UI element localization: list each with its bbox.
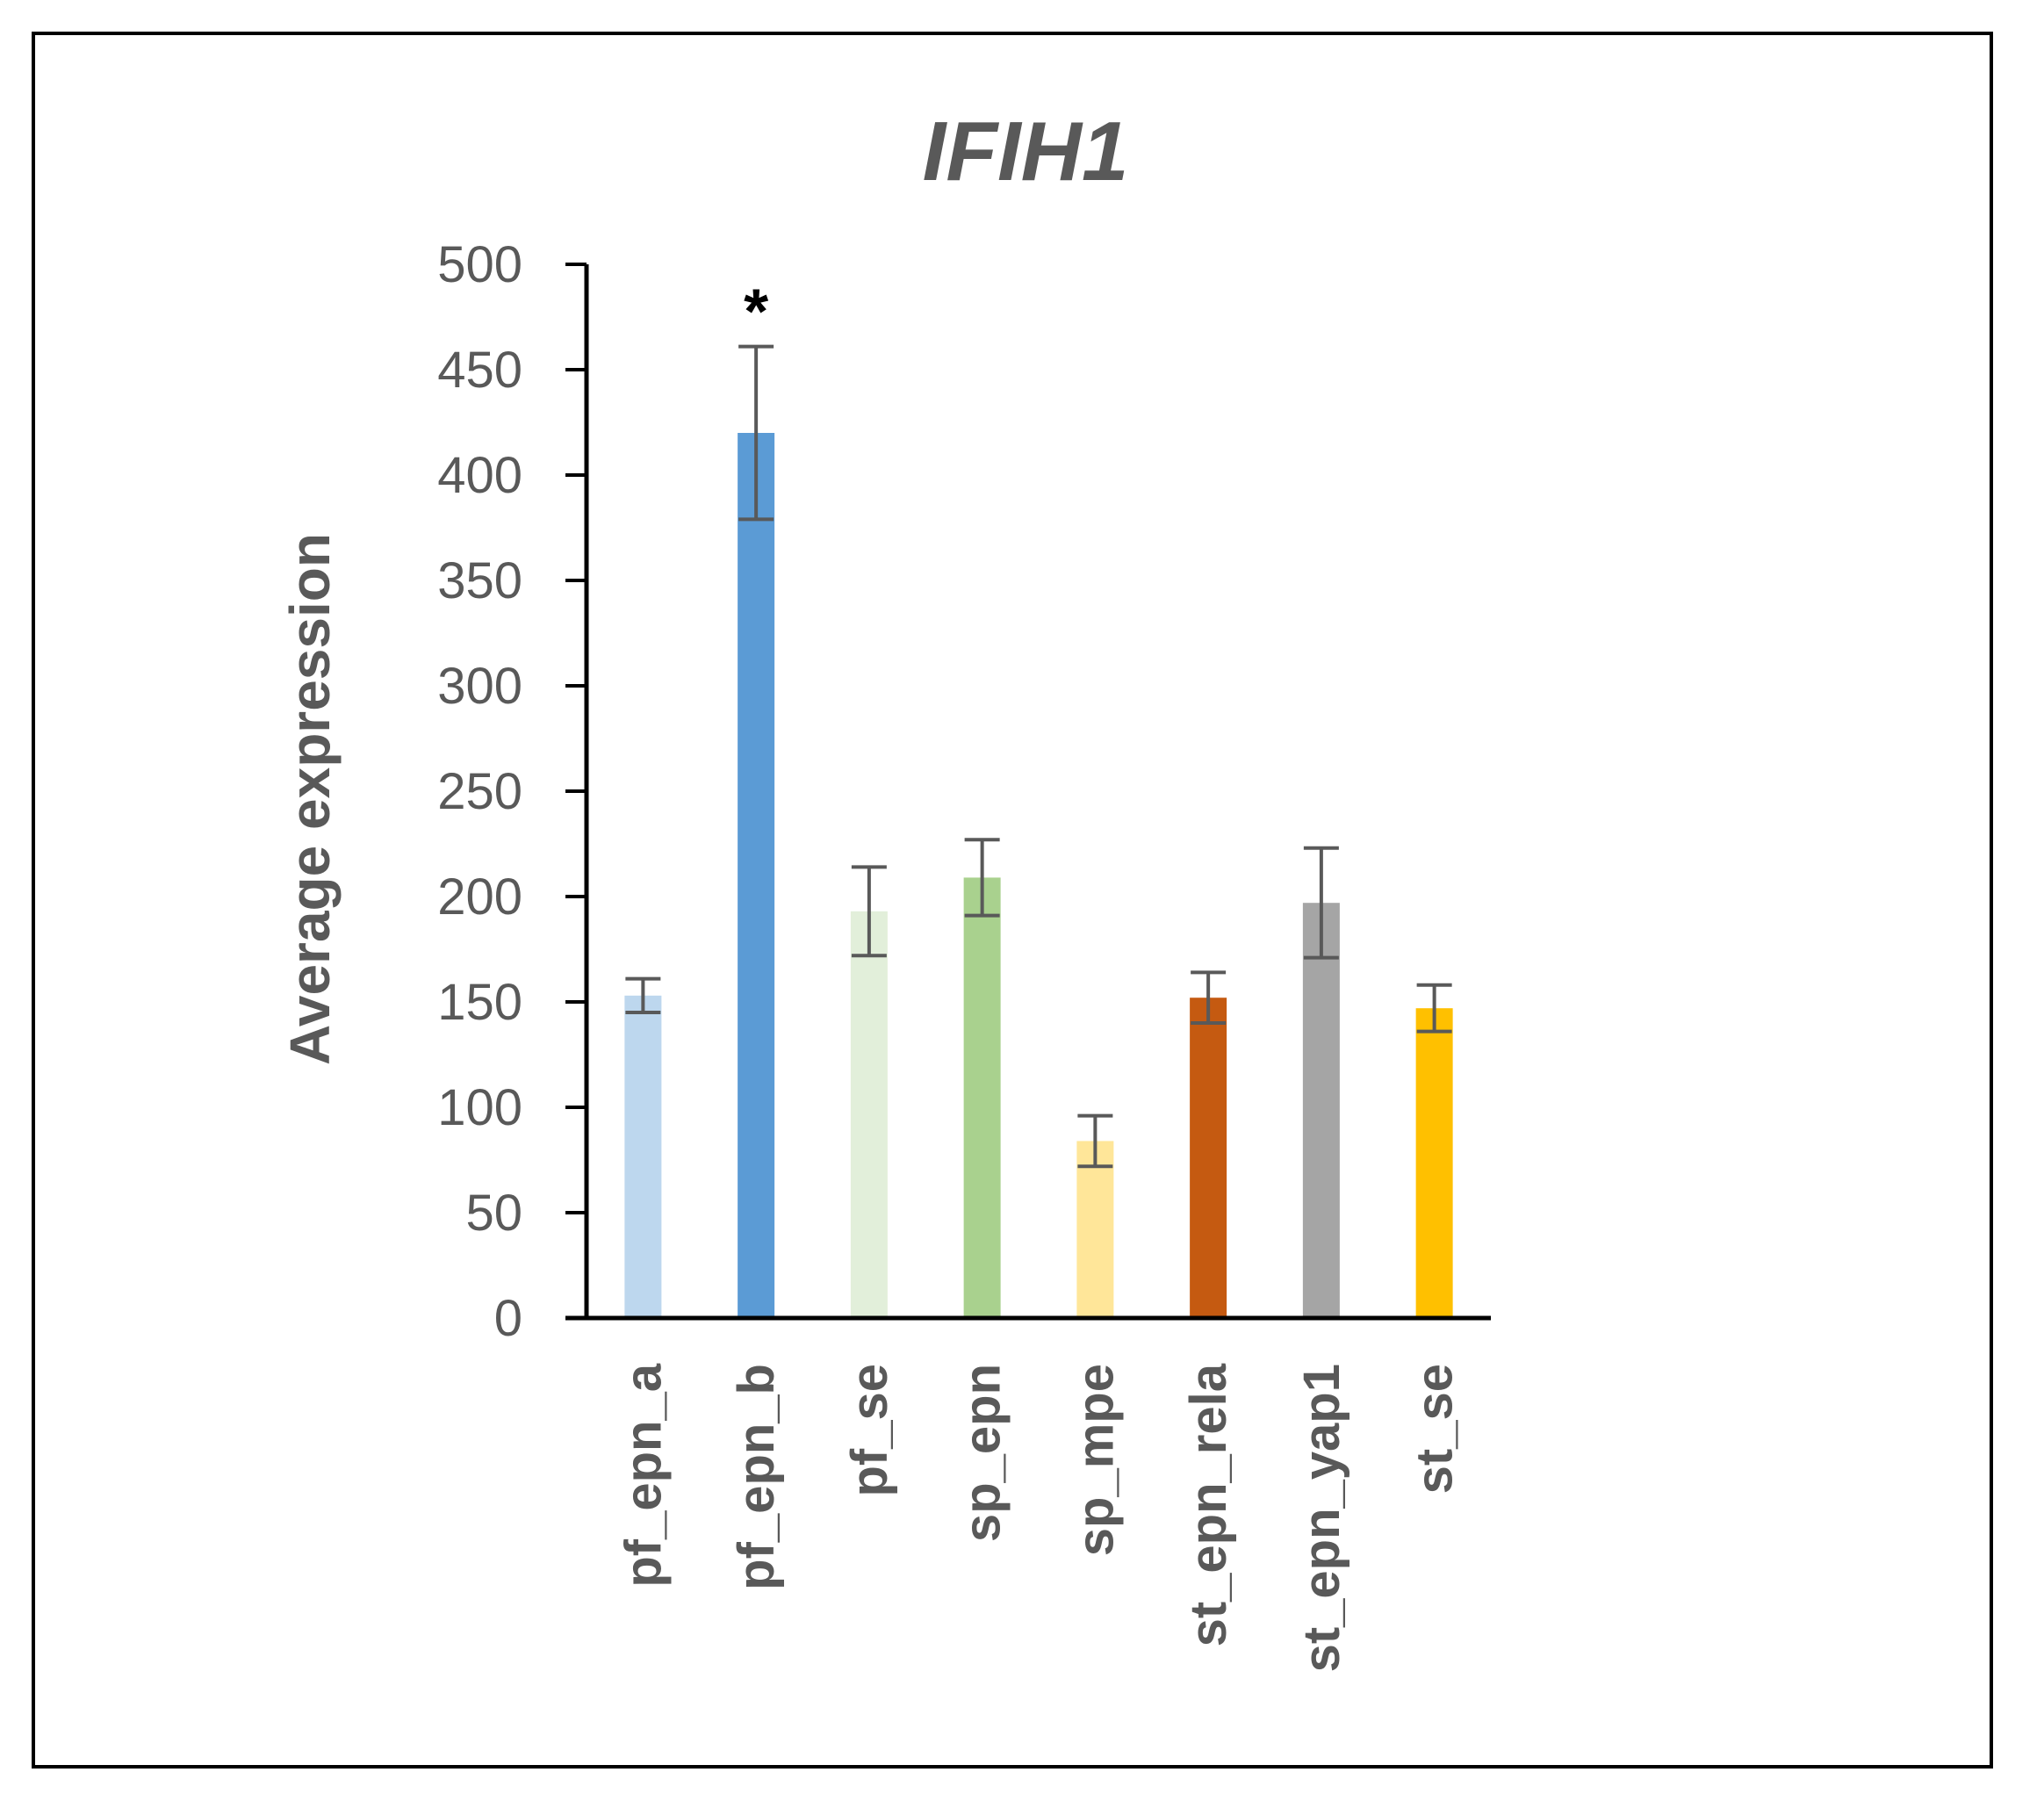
y-tick-label: 250 xyxy=(437,763,522,820)
y-tick-label: 300 xyxy=(437,658,522,715)
bar-st_se xyxy=(1415,1008,1453,1318)
bar-sp_epn xyxy=(963,877,1001,1318)
significance-marker: * xyxy=(744,277,768,348)
annotations-group: * xyxy=(744,277,768,348)
x-tick-label-st_se: st_se xyxy=(1407,1364,1464,1494)
y-tick-label: 100 xyxy=(437,1079,522,1136)
x-tick-label-st_epn_yap1: st_epn_yap1 xyxy=(1293,1364,1350,1672)
y-tick-label: 150 xyxy=(437,974,522,1031)
chart-frame xyxy=(32,32,1993,1769)
bar-pf_se xyxy=(850,911,888,1318)
y-axis-label: Average expression xyxy=(278,533,342,1065)
y-axis-ticks: 0 50 100 150 200 250 300 350 400 450 500 xyxy=(437,236,587,1347)
x-tick-label-pf_epn_b: pf_epn_b xyxy=(728,1364,785,1590)
x-tick-label-pf_epn_a: pf_epn_a xyxy=(615,1363,672,1587)
bar-pf_epn_a xyxy=(624,995,662,1318)
bars-group xyxy=(624,433,1453,1318)
y-tick-label: 50 xyxy=(465,1185,522,1242)
x-tick-label-sp_mpe: sp_mpe xyxy=(1067,1364,1124,1556)
x-tick-label-st_epn_rela: st_epn_rela xyxy=(1180,1363,1237,1646)
bar-st_epn_yap1 xyxy=(1302,903,1340,1318)
chart-title: IFIH1 xyxy=(923,104,1129,198)
y-tick-label: 450 xyxy=(437,342,522,399)
y-tick-label: 500 xyxy=(437,236,522,293)
y-tick-label: 350 xyxy=(437,552,522,609)
error-bars-group xyxy=(625,344,1452,1169)
y-tick-label: 400 xyxy=(437,447,522,504)
bar-st_epn_rela xyxy=(1190,998,1227,1318)
x-tick-label-pf_se: pf_se xyxy=(841,1364,898,1497)
bar-sp_mpe xyxy=(1076,1141,1114,1318)
x-axis-ticks: pf_epn_a pf_epn_b pf_se sp_epn sp_mpe st_epn_… xyxy=(615,1363,1463,1672)
x-tick-label-sp_epn: sp_epn xyxy=(954,1364,1011,1542)
y-tick-label: 0 xyxy=(494,1290,522,1347)
y-tick-label: 200 xyxy=(437,868,522,926)
bar-pf_epn_b xyxy=(738,433,775,1318)
